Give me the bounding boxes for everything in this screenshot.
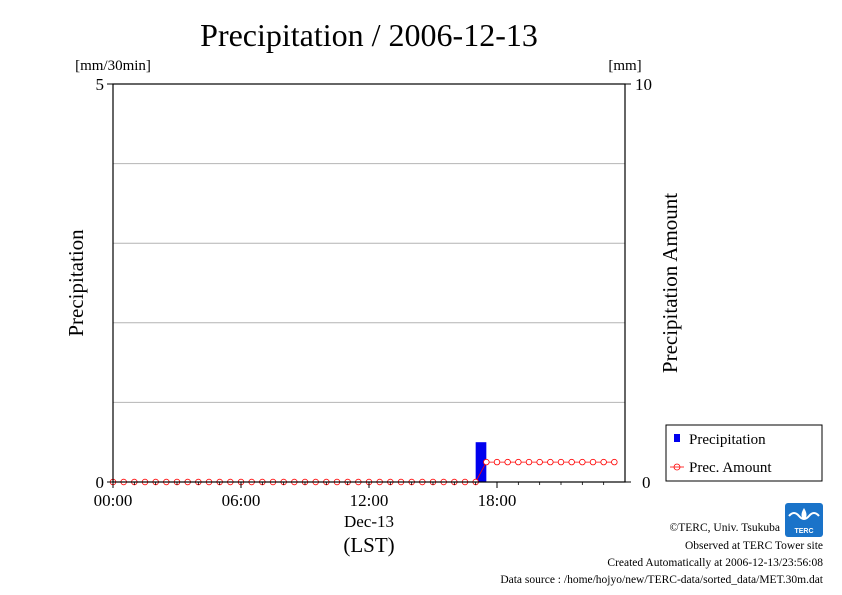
amount-point: [557, 458, 565, 466]
x-axis-unit-label: (LST): [343, 533, 394, 557]
legend-amount-marker: [673, 463, 681, 471]
x-tick-label-1: 06:00: [222, 491, 261, 510]
precipitation-amount-series: [109, 458, 618, 486]
footer-source: Data source : /home/hojyo/new/TERC-data/…: [500, 574, 823, 586]
axis-ticks: [107, 83, 631, 488]
terc-logo-drop: [801, 508, 807, 520]
chart-title: Precipitation / 2006-12-13: [200, 17, 538, 53]
left-tick-label-zero: 0: [96, 473, 105, 492]
plot-frame: [112, 83, 626, 483]
right-tick-label-max: 10: [635, 75, 652, 94]
footer-observed: Observed at TERC Tower site: [685, 540, 823, 552]
right-tick-label-zero: 0: [642, 473, 651, 492]
amount-point: [568, 458, 575, 466]
terc-logo-text: TERC: [794, 528, 813, 535]
amount-point: [525, 458, 533, 466]
right-axis-title: Precipitation Amount: [658, 193, 682, 373]
amount-point: [547, 458, 554, 466]
amount-point: [493, 458, 501, 466]
right-axis-unit: [mm]: [608, 58, 641, 74]
amount-point: [589, 458, 597, 466]
legend-precipitation-swatch: [674, 434, 680, 442]
x-tick-label-0: 00:00: [94, 491, 133, 510]
footer-copyright: ©TERC, Univ. Tsukuba: [670, 522, 780, 534]
amount-point: [579, 458, 586, 466]
terc-logo: TERC: [785, 503, 823, 537]
footer-created: Created Automatically at 2006-12-13/23:5…: [607, 557, 823, 569]
amount-point: [611, 458, 618, 466]
left-tick-label-max: 5: [96, 75, 105, 94]
left-axis-title: Precipitation: [64, 229, 88, 337]
amount-point: [536, 458, 543, 466]
amount-point: [600, 458, 607, 466]
legend-precipitation-label: Precipitation: [689, 432, 766, 448]
amount-point: [515, 458, 522, 466]
legend-box: [665, 424, 823, 482]
legend-amount-label: Prec. Amount: [689, 460, 772, 476]
gridlines: [113, 163, 625, 403]
legend: Precipitation Prec. Amount: [665, 424, 823, 482]
amount-point: [483, 458, 490, 466]
amount-point: [504, 458, 511, 466]
x-tick-label-3: 18:00: [478, 491, 517, 510]
precipitation-bars: [475, 442, 487, 482]
x-date-label: Dec-13: [344, 512, 394, 531]
precipitation-bar: [475, 442, 487, 482]
x-tick-label-2: 12:00: [350, 491, 389, 510]
left-axis-unit: [mm/30min]: [75, 58, 151, 74]
